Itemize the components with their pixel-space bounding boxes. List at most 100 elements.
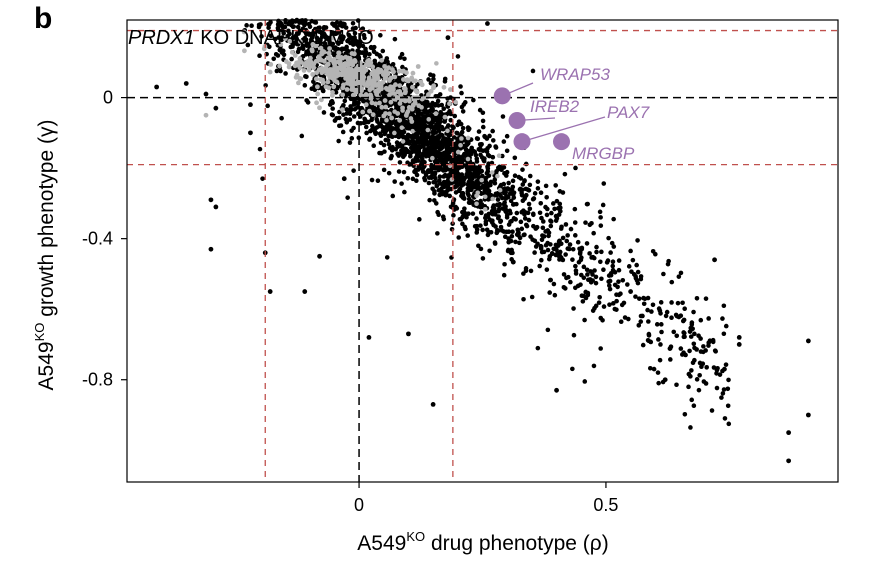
gene-point (414, 178, 419, 184)
gene-point (378, 122, 384, 128)
gene-point (442, 172, 448, 178)
gene-point (694, 347, 699, 352)
gene-point (628, 248, 633, 254)
gene-point (257, 146, 263, 152)
gene-point (416, 167, 421, 172)
gene-point (464, 165, 470, 171)
gene-point (435, 138, 441, 144)
gene-point (343, 25, 349, 30)
gene-point (437, 178, 442, 183)
gene-point (437, 174, 443, 179)
gene-point (463, 142, 469, 148)
gene-point (653, 251, 658, 257)
gene-point (600, 202, 606, 208)
gene-point (479, 168, 485, 174)
gene-point (618, 319, 624, 325)
gene-point (320, 88, 326, 94)
panel-letter: b (34, 2, 53, 35)
gene-point (435, 231, 440, 236)
gene-point (367, 52, 372, 57)
gene-point (612, 269, 618, 275)
gene-point (509, 218, 514, 224)
gene-point (590, 308, 596, 313)
gene-point (378, 33, 383, 38)
gene-point (657, 357, 663, 363)
gene-point (377, 131, 383, 136)
gene-point (462, 224, 468, 230)
gene-point (694, 377, 700, 382)
x-axis-title-sup: KO (406, 529, 425, 544)
gene-point (431, 141, 436, 147)
gene-point (455, 122, 460, 128)
y-axis-title-rest: growth phenotype (γ) (35, 120, 58, 323)
gene-point (527, 173, 533, 179)
control-point (339, 70, 345, 76)
gene-point (461, 196, 467, 201)
gene-point (692, 331, 697, 337)
gene-point (563, 222, 569, 227)
gene-point (360, 26, 366, 31)
gene-point (442, 76, 448, 82)
gene-point (544, 267, 550, 272)
control-point (302, 63, 308, 68)
gene-point (425, 142, 430, 147)
control-point (408, 116, 414, 121)
gene-point (434, 183, 440, 189)
gene-point (458, 84, 463, 89)
control-point (349, 87, 355, 92)
gene-point (407, 141, 412, 146)
gene-point (524, 223, 530, 229)
control-point (383, 85, 389, 91)
gene-point (381, 142, 387, 148)
gene-point (538, 200, 544, 206)
gene-point (725, 403, 731, 409)
gene-point (402, 146, 408, 152)
gene-point (650, 302, 656, 308)
gene-point (570, 246, 576, 252)
gene-point (309, 37, 314, 42)
gene-point (635, 238, 640, 243)
gene-point (502, 190, 507, 196)
gene-point (548, 223, 554, 229)
gene-point (338, 20, 343, 26)
gene-point (363, 51, 368, 57)
gene-point (430, 133, 435, 139)
gene-point (487, 143, 492, 149)
gene-point (493, 144, 498, 149)
control-point (430, 155, 435, 161)
x-axis-title-rest: drug phenotype (ρ) (425, 532, 609, 555)
gene-point (625, 282, 630, 287)
gene-point (259, 34, 264, 39)
gene-point (460, 125, 466, 131)
gene-point (601, 267, 606, 273)
gene-point-outlier (406, 331, 411, 337)
gene-point-outlier (805, 412, 811, 418)
gene-point (435, 209, 440, 215)
gene-point (543, 242, 549, 248)
control-point (278, 42, 284, 47)
control-point (331, 71, 337, 77)
gene-point (671, 329, 677, 335)
gene-point (420, 151, 426, 157)
gene-point (449, 226, 455, 232)
control-point (339, 66, 345, 72)
control-point (297, 39, 303, 45)
gene-point (386, 133, 391, 139)
gene-point (691, 341, 697, 347)
gene-point (544, 212, 550, 218)
gene-point (604, 260, 610, 265)
gene-point (554, 244, 560, 249)
gene-point (721, 303, 727, 309)
control-point (392, 130, 397, 136)
control-point (405, 109, 411, 114)
gene-point (490, 154, 496, 160)
control-point (389, 115, 395, 121)
gene-point (480, 118, 486, 124)
gene-point (422, 175, 427, 181)
gene-point (527, 206, 533, 212)
gene-point (433, 175, 438, 181)
gene-point (521, 232, 527, 238)
gene-point (383, 58, 389, 64)
gene-point (699, 364, 704, 370)
gene-point (448, 111, 454, 117)
